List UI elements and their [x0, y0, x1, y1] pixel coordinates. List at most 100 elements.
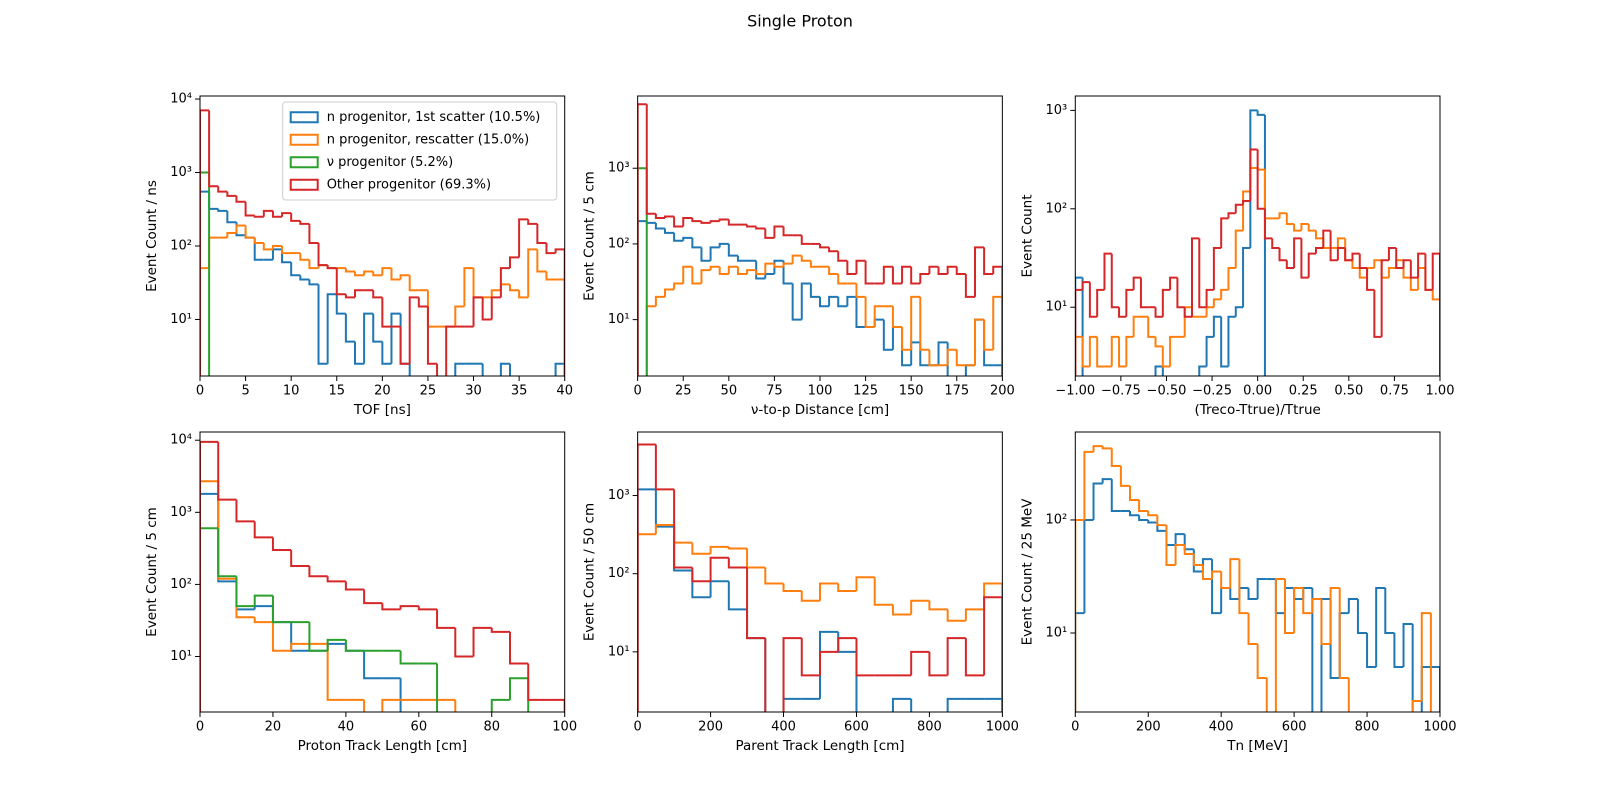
legend-label: n progenitor, rescatter (15.0%) — [327, 132, 529, 147]
histogram-step — [1265, 677, 1268, 712]
histogram-step — [700, 269, 711, 284]
histogram-step — [1293, 224, 1302, 232]
histogram-step — [1347, 597, 1358, 614]
x-axis-label: TOF [ns] — [353, 402, 411, 418]
histogram-step — [1096, 288, 1105, 317]
x-tick-label: 100 — [808, 384, 833, 399]
histogram-step — [800, 235, 811, 245]
y-tick-label: 10³ — [170, 165, 192, 180]
histogram-step — [718, 266, 729, 276]
histogram-step — [308, 259, 319, 270]
histogram-step — [1315, 246, 1324, 254]
x-axis-label: (Treco-Ttrue)/Ttrue — [1194, 402, 1320, 418]
histogram-step — [1101, 478, 1112, 484]
histogram-step — [1242, 190, 1251, 231]
y-axis-label: Event Count / 5 cm — [582, 171, 598, 301]
histogram-step — [1138, 500, 1149, 513]
y-tick-label: 10¹ — [1046, 625, 1068, 640]
histogram-step — [791, 254, 802, 264]
histogram-step — [1083, 450, 1094, 520]
histogram-step — [445, 325, 456, 376]
histogram-step — [1338, 588, 1349, 679]
histogram-step — [1356, 598, 1368, 634]
histogram-step — [937, 266, 948, 276]
histogram-step — [1220, 288, 1229, 300]
histogram-step — [855, 283, 866, 298]
histogram-step — [518, 290, 529, 299]
histogram-step — [1358, 268, 1368, 279]
histogram-step — [200, 480, 219, 712]
histogram-step — [928, 600, 948, 611]
histogram-step — [290, 262, 301, 277]
histogram-step — [682, 236, 693, 241]
histogram-step — [1132, 276, 1141, 290]
histogram-step — [1347, 677, 1350, 712]
histogram-step — [727, 557, 748, 569]
axes-frame — [1074, 431, 1441, 713]
histogram-step — [764, 262, 775, 275]
histogram-step — [253, 594, 273, 607]
histogram-step — [545, 271, 556, 281]
histogram-step — [1227, 267, 1236, 290]
histogram-step — [454, 627, 474, 658]
histogram-step — [919, 273, 930, 284]
y-tick-label: 10¹ — [608, 312, 630, 327]
histogram-step — [964, 274, 975, 298]
x-tick-label: 0.50 — [1334, 384, 1363, 399]
histogram-step — [928, 651, 948, 677]
x-tick-label: 200 — [990, 384, 1015, 399]
histogram-step — [901, 265, 912, 284]
legend-swatch — [289, 156, 319, 169]
histogram-step — [317, 242, 328, 267]
histogram-step — [1366, 268, 1375, 291]
histogram-step — [891, 266, 903, 285]
x-tick-label: 0 — [196, 720, 204, 735]
legend-swatch — [289, 178, 319, 191]
histogram-step — [1320, 598, 1331, 645]
histogram-step — [253, 215, 264, 218]
histogram-step — [637, 488, 656, 712]
histogram-step — [700, 221, 711, 224]
x-tick-label: 20 — [265, 720, 282, 735]
histogram-step — [1293, 587, 1304, 633]
histogram-step — [800, 591, 820, 602]
x-tick-label: 35 — [511, 384, 528, 399]
x-tick-label: 0 — [634, 720, 642, 735]
histogram-step — [1205, 288, 1214, 308]
histogram-step — [819, 296, 830, 308]
histogram-step — [1336, 246, 1346, 261]
histogram-step — [1344, 247, 1353, 262]
histogram-step — [855, 296, 866, 328]
histogram-step — [253, 521, 273, 539]
histogram-step — [217, 528, 237, 578]
histogram-step — [1118, 307, 1127, 318]
histogram-step — [974, 318, 985, 366]
histogram-step — [217, 186, 228, 193]
histogram-step — [718, 242, 729, 248]
histogram-step — [673, 216, 684, 228]
histogram-step — [1329, 587, 1340, 644]
histogram-step — [262, 242, 273, 251]
histogram-step — [846, 295, 857, 307]
histogram-step — [1430, 666, 1440, 712]
histogram-step — [709, 545, 729, 554]
x-tick-label: 400 — [771, 720, 796, 735]
histogram-step — [1110, 253, 1120, 309]
histogram-step — [1212, 315, 1222, 337]
x-tick-label: 75 — [766, 384, 783, 399]
histogram-step — [819, 243, 830, 249]
histogram-step — [691, 237, 702, 249]
histogram-step — [1205, 335, 1214, 367]
x-tick-label: 800 — [917, 720, 942, 735]
histogram-step — [1256, 643, 1267, 679]
histogram-step — [746, 567, 766, 640]
histogram-step — [454, 305, 465, 327]
histogram-step — [864, 260, 875, 285]
histogram-step — [1088, 282, 1098, 318]
histogram-step — [664, 228, 675, 234]
histogram-step — [363, 312, 374, 364]
histogram-step — [290, 642, 310, 651]
histogram-step — [1183, 545, 1194, 555]
axes-frame — [637, 431, 1003, 713]
